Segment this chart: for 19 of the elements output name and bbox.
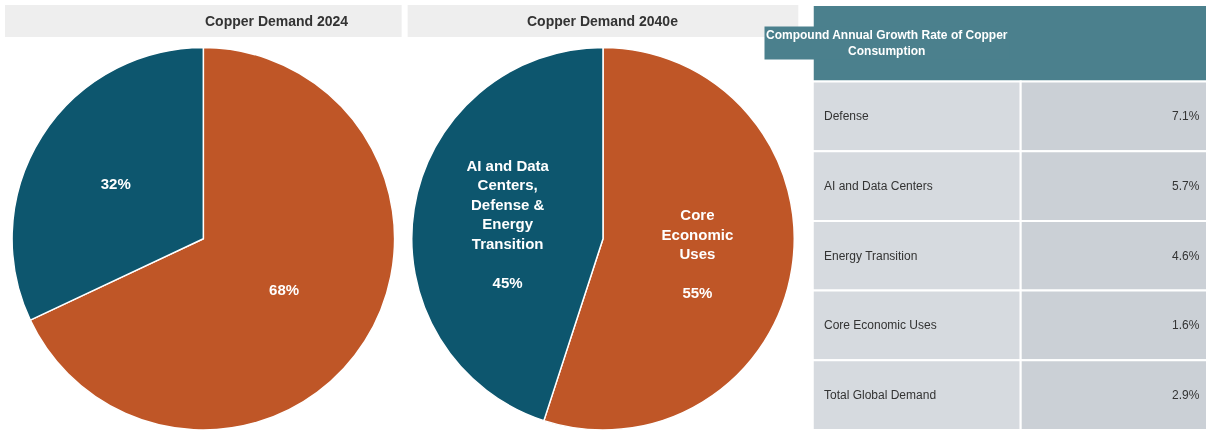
slice-label: AI and Data Centers, Defense & Energy Transition xyxy=(466,156,550,252)
category-label: Defense xyxy=(824,109,870,123)
data-label: 4.6% xyxy=(1172,249,1200,263)
data-label: 55% xyxy=(682,284,713,302)
category-label: Core Economic Uses xyxy=(824,318,937,332)
text: Compound Annual Growth Rate of Copper Consumption xyxy=(766,28,1008,58)
data-label: 5.7% xyxy=(1172,179,1200,193)
category-label: AI and Data Centers xyxy=(824,179,933,193)
data-label: 68% xyxy=(269,281,300,299)
chart-title: Copper Demand 2024 xyxy=(205,13,349,29)
data-label: 45% xyxy=(492,273,523,291)
data-label: 2.9% xyxy=(1172,388,1200,402)
slice-label: Core Economic Uses xyxy=(661,206,734,263)
category-label: Total Global Demand xyxy=(824,388,937,402)
data-label: 32% xyxy=(100,174,131,192)
data-label: 7.1% xyxy=(1172,109,1200,123)
category-label: Energy Transition xyxy=(824,249,918,263)
data-label: 1.6% xyxy=(1172,318,1200,332)
chart-title: Copper Demand 2040e xyxy=(527,13,679,29)
